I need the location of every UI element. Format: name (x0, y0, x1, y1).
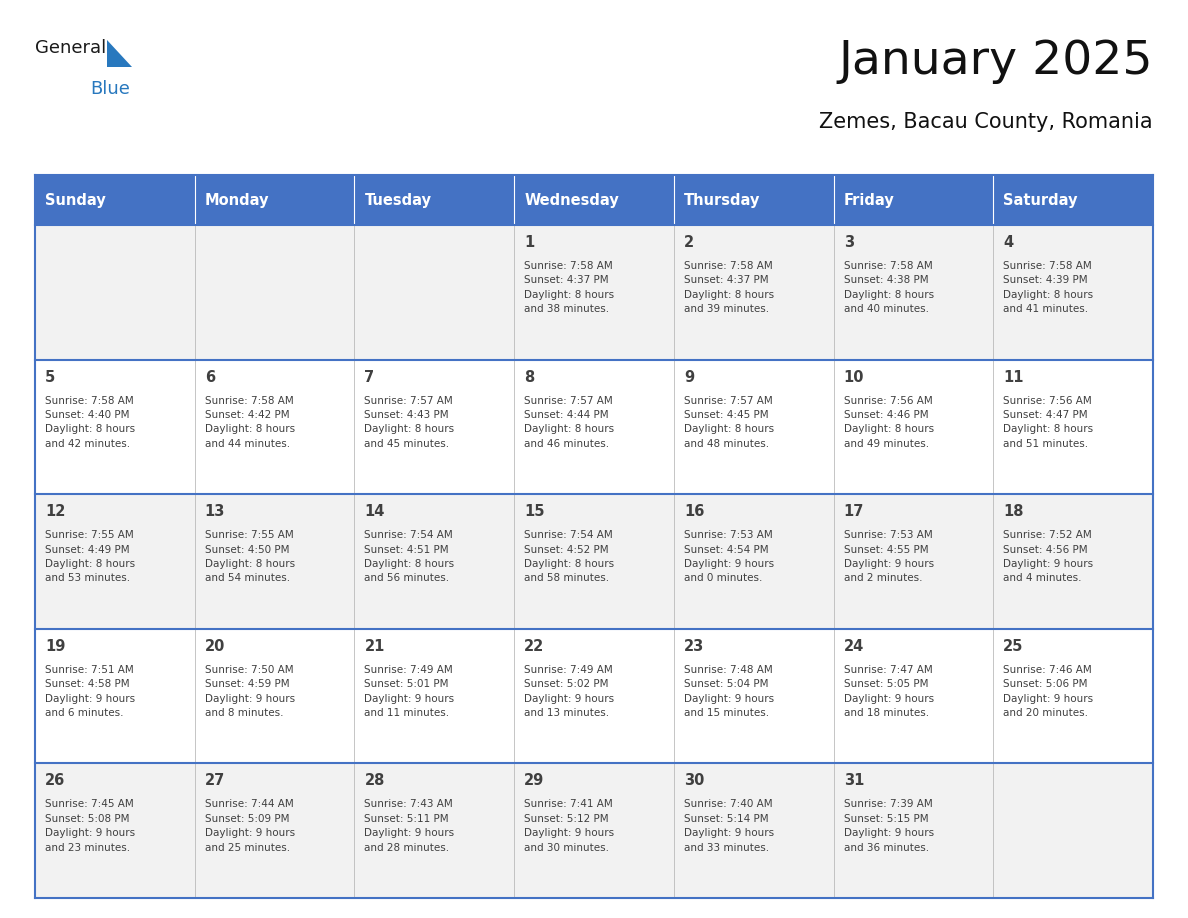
Text: Sunrise: 7:52 AM
Sunset: 4:56 PM
Daylight: 9 hours
and 4 minutes.: Sunrise: 7:52 AM Sunset: 4:56 PM Dayligh… (1004, 531, 1093, 584)
Text: 14: 14 (365, 504, 385, 520)
Text: 19: 19 (45, 639, 65, 654)
Text: 9: 9 (684, 370, 694, 385)
Text: Tuesday: Tuesday (365, 193, 431, 207)
Text: 7: 7 (365, 370, 374, 385)
Text: Sunrise: 7:58 AM
Sunset: 4:40 PM
Daylight: 8 hours
and 42 minutes.: Sunrise: 7:58 AM Sunset: 4:40 PM Dayligh… (45, 396, 135, 449)
Text: 21: 21 (365, 639, 385, 654)
Text: 8: 8 (524, 370, 535, 385)
Bar (834, 175, 993, 225)
Text: Sunrise: 7:56 AM
Sunset: 4:47 PM
Daylight: 8 hours
and 51 minutes.: Sunrise: 7:56 AM Sunset: 4:47 PM Dayligh… (1004, 396, 1093, 449)
Text: 10: 10 (843, 370, 864, 385)
Text: 6: 6 (204, 370, 215, 385)
Bar (514, 175, 674, 225)
Text: Sunrise: 7:39 AM
Sunset: 5:15 PM
Daylight: 9 hours
and 36 minutes.: Sunrise: 7:39 AM Sunset: 5:15 PM Dayligh… (843, 800, 934, 853)
Text: 22: 22 (524, 639, 544, 654)
Text: 30: 30 (684, 773, 704, 789)
Text: General: General (34, 39, 106, 57)
Text: Sunrise: 7:56 AM
Sunset: 4:46 PM
Daylight: 8 hours
and 49 minutes.: Sunrise: 7:56 AM Sunset: 4:46 PM Dayligh… (843, 396, 934, 449)
Text: 28: 28 (365, 773, 385, 789)
Text: 2: 2 (684, 235, 694, 250)
Text: Sunrise: 7:55 AM
Sunset: 4:50 PM
Daylight: 8 hours
and 54 minutes.: Sunrise: 7:55 AM Sunset: 4:50 PM Dayligh… (204, 531, 295, 584)
Text: Sunrise: 7:45 AM
Sunset: 5:08 PM
Daylight: 9 hours
and 23 minutes.: Sunrise: 7:45 AM Sunset: 5:08 PM Dayligh… (45, 800, 135, 853)
Text: Sunrise: 7:58 AM
Sunset: 4:37 PM
Daylight: 8 hours
and 38 minutes.: Sunrise: 7:58 AM Sunset: 4:37 PM Dayligh… (524, 261, 614, 314)
Text: Sunrise: 7:49 AM
Sunset: 5:01 PM
Daylight: 9 hours
and 11 minutes.: Sunrise: 7:49 AM Sunset: 5:01 PM Dayligh… (365, 665, 455, 718)
Bar (34, 360, 1154, 494)
Bar (34, 629, 1154, 764)
Bar (195, 175, 354, 225)
Text: 4: 4 (1004, 235, 1013, 250)
Bar (34, 494, 1154, 629)
Text: 13: 13 (204, 504, 225, 520)
Text: Sunrise: 7:47 AM
Sunset: 5:05 PM
Daylight: 9 hours
and 18 minutes.: Sunrise: 7:47 AM Sunset: 5:05 PM Dayligh… (843, 665, 934, 718)
Text: 26: 26 (45, 773, 65, 789)
Text: Zemes, Bacau County, Romania: Zemes, Bacau County, Romania (820, 112, 1154, 132)
Text: 12: 12 (45, 504, 65, 520)
Text: 27: 27 (204, 773, 225, 789)
Text: Sunrise: 7:58 AM
Sunset: 4:42 PM
Daylight: 8 hours
and 44 minutes.: Sunrise: 7:58 AM Sunset: 4:42 PM Dayligh… (204, 396, 295, 449)
Bar (993, 175, 1154, 225)
Text: 29: 29 (524, 773, 544, 789)
Text: Sunrise: 7:53 AM
Sunset: 4:54 PM
Daylight: 9 hours
and 0 minutes.: Sunrise: 7:53 AM Sunset: 4:54 PM Dayligh… (684, 531, 775, 584)
Bar (34, 225, 1154, 360)
Text: Monday: Monday (204, 193, 270, 207)
Text: 15: 15 (524, 504, 544, 520)
Text: 11: 11 (1004, 370, 1024, 385)
Text: Sunrise: 7:58 AM
Sunset: 4:39 PM
Daylight: 8 hours
and 41 minutes.: Sunrise: 7:58 AM Sunset: 4:39 PM Dayligh… (1004, 261, 1093, 314)
Text: Sunrise: 7:50 AM
Sunset: 4:59 PM
Daylight: 9 hours
and 8 minutes.: Sunrise: 7:50 AM Sunset: 4:59 PM Dayligh… (204, 665, 295, 718)
Text: 20: 20 (204, 639, 225, 654)
Bar (34, 175, 195, 225)
Bar (34, 764, 1154, 898)
Text: 17: 17 (843, 504, 864, 520)
Text: Friday: Friday (843, 193, 895, 207)
Text: 24: 24 (843, 639, 864, 654)
Text: Sunrise: 7:43 AM
Sunset: 5:11 PM
Daylight: 9 hours
and 28 minutes.: Sunrise: 7:43 AM Sunset: 5:11 PM Dayligh… (365, 800, 455, 853)
Text: Saturday: Saturday (1004, 193, 1078, 207)
Bar (674, 175, 834, 225)
Text: 23: 23 (684, 639, 704, 654)
Text: Sunrise: 7:58 AM
Sunset: 4:37 PM
Daylight: 8 hours
and 39 minutes.: Sunrise: 7:58 AM Sunset: 4:37 PM Dayligh… (684, 261, 775, 314)
Text: Sunrise: 7:55 AM
Sunset: 4:49 PM
Daylight: 8 hours
and 53 minutes.: Sunrise: 7:55 AM Sunset: 4:49 PM Dayligh… (45, 531, 135, 584)
Text: Blue: Blue (90, 80, 129, 98)
Text: 3: 3 (843, 235, 854, 250)
Text: January 2025: January 2025 (839, 39, 1154, 84)
Text: 25: 25 (1004, 639, 1024, 654)
Bar (354, 175, 514, 225)
Text: Sunrise: 7:48 AM
Sunset: 5:04 PM
Daylight: 9 hours
and 15 minutes.: Sunrise: 7:48 AM Sunset: 5:04 PM Dayligh… (684, 665, 775, 718)
Text: Sunrise: 7:44 AM
Sunset: 5:09 PM
Daylight: 9 hours
and 25 minutes.: Sunrise: 7:44 AM Sunset: 5:09 PM Dayligh… (204, 800, 295, 853)
Text: Sunrise: 7:57 AM
Sunset: 4:44 PM
Daylight: 8 hours
and 46 minutes.: Sunrise: 7:57 AM Sunset: 4:44 PM Dayligh… (524, 396, 614, 449)
Text: Thursday: Thursday (684, 193, 760, 207)
Text: Sunday: Sunday (45, 193, 106, 207)
Text: Sunrise: 7:54 AM
Sunset: 4:52 PM
Daylight: 8 hours
and 58 minutes.: Sunrise: 7:54 AM Sunset: 4:52 PM Dayligh… (524, 531, 614, 584)
Text: Sunrise: 7:40 AM
Sunset: 5:14 PM
Daylight: 9 hours
and 33 minutes.: Sunrise: 7:40 AM Sunset: 5:14 PM Dayligh… (684, 800, 775, 853)
Text: Sunrise: 7:41 AM
Sunset: 5:12 PM
Daylight: 9 hours
and 30 minutes.: Sunrise: 7:41 AM Sunset: 5:12 PM Dayligh… (524, 800, 614, 853)
Text: Sunrise: 7:57 AM
Sunset: 4:45 PM
Daylight: 8 hours
and 48 minutes.: Sunrise: 7:57 AM Sunset: 4:45 PM Dayligh… (684, 396, 775, 449)
Text: Wednesday: Wednesday (524, 193, 619, 207)
Text: 16: 16 (684, 504, 704, 520)
Text: 5: 5 (45, 370, 56, 385)
Text: 18: 18 (1004, 504, 1024, 520)
Text: Sunrise: 7:46 AM
Sunset: 5:06 PM
Daylight: 9 hours
and 20 minutes.: Sunrise: 7:46 AM Sunset: 5:06 PM Dayligh… (1004, 665, 1093, 718)
Text: Sunrise: 7:51 AM
Sunset: 4:58 PM
Daylight: 9 hours
and 6 minutes.: Sunrise: 7:51 AM Sunset: 4:58 PM Dayligh… (45, 665, 135, 718)
Text: Sunrise: 7:54 AM
Sunset: 4:51 PM
Daylight: 8 hours
and 56 minutes.: Sunrise: 7:54 AM Sunset: 4:51 PM Dayligh… (365, 531, 455, 584)
Text: Sunrise: 7:49 AM
Sunset: 5:02 PM
Daylight: 9 hours
and 13 minutes.: Sunrise: 7:49 AM Sunset: 5:02 PM Dayligh… (524, 665, 614, 718)
Text: Sunrise: 7:53 AM
Sunset: 4:55 PM
Daylight: 9 hours
and 2 minutes.: Sunrise: 7:53 AM Sunset: 4:55 PM Dayligh… (843, 531, 934, 584)
Text: Sunrise: 7:57 AM
Sunset: 4:43 PM
Daylight: 8 hours
and 45 minutes.: Sunrise: 7:57 AM Sunset: 4:43 PM Dayligh… (365, 396, 455, 449)
Text: 31: 31 (843, 773, 864, 789)
Text: Sunrise: 7:58 AM
Sunset: 4:38 PM
Daylight: 8 hours
and 40 minutes.: Sunrise: 7:58 AM Sunset: 4:38 PM Dayligh… (843, 261, 934, 314)
Polygon shape (107, 40, 132, 67)
Text: 1: 1 (524, 235, 535, 250)
